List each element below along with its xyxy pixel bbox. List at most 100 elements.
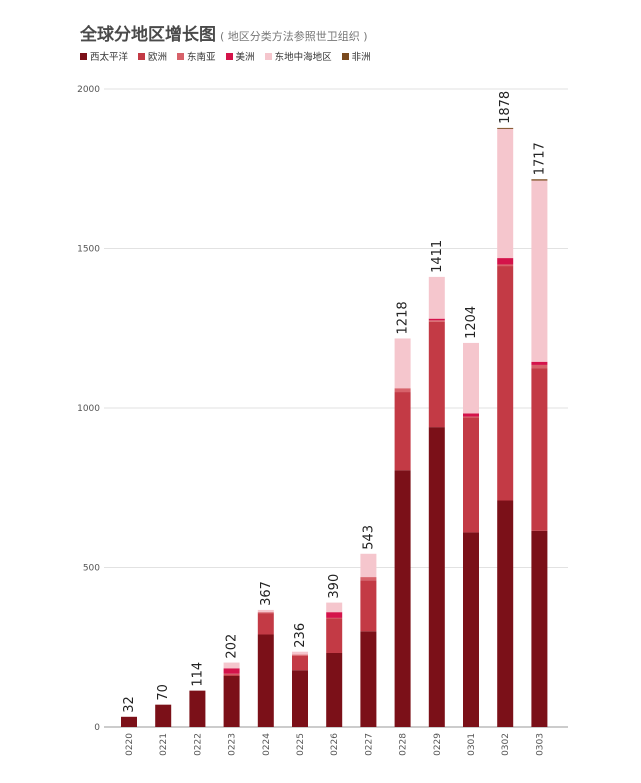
bar-segment — [463, 417, 479, 533]
bar-total-label: 390 — [327, 574, 342, 599]
bar-segment — [292, 651, 308, 655]
legend-label: 东地中海地区 — [274, 52, 332, 63]
x-tick-label: 0226 — [330, 733, 340, 756]
bar-segment — [292, 655, 308, 671]
bar-segment — [531, 368, 548, 531]
legend-item: 非洲 — [341, 49, 371, 63]
bar-total-label: 367 — [259, 581, 274, 606]
bar-segment — [428, 427, 445, 727]
legend-swatch — [264, 52, 272, 60]
x-tick-label: 0227 — [364, 733, 374, 756]
legend-item: 东南亚 — [177, 49, 216, 63]
bar-segment — [292, 654, 308, 656]
bar-total-label: 114 — [190, 662, 205, 687]
legend-label: 西太平洋 — [90, 52, 129, 63]
legend-item: 西太平洋 — [80, 49, 128, 63]
bar-segment — [292, 670, 308, 727]
bar-segment — [360, 631, 377, 727]
x-tick-label: 0223 — [228, 733, 238, 756]
legend-label: 东南亚 — [187, 52, 216, 63]
bar-segment — [531, 530, 548, 727]
bar-segment — [497, 266, 514, 501]
title-row: 全球分地区增长图 ( 地区分类方法参照世卫组织 ) — [80, 20, 368, 45]
bar-segment — [360, 553, 377, 578]
bar-segment — [360, 577, 377, 581]
bar-segment — [360, 580, 377, 632]
bar-total-label: 1717 — [532, 142, 547, 175]
bar-segment — [497, 258, 514, 265]
bar-total-label: 202 — [225, 634, 240, 659]
bar-segment — [394, 470, 411, 727]
bar-total-label: 1878 — [498, 91, 513, 124]
chart-title: 全球分地区增长图 — [80, 25, 216, 45]
bar-total-label: 236 — [293, 623, 308, 648]
bar-segment — [497, 127, 514, 129]
bar-segment — [531, 361, 548, 365]
bar-segment — [326, 617, 343, 619]
bar-segment — [497, 128, 514, 259]
y-tick-label: 500 — [83, 564, 100, 574]
x-tick-label: 0303 — [535, 733, 545, 756]
legend-item: 欧洲 — [138, 49, 167, 63]
bar-segment — [428, 321, 445, 428]
bar-total-label: 32 — [122, 696, 137, 713]
bar-segment — [223, 674, 240, 676]
x-tick-label: 0302 — [501, 733, 511, 756]
bar-segment — [326, 652, 343, 727]
y-tick-label: 1500 — [77, 245, 100, 255]
bar-total-label: 70 — [156, 684, 171, 701]
x-tick-label: 0225 — [296, 733, 306, 756]
x-tick-label: 0301 — [467, 733, 477, 756]
bar-segment — [223, 673, 240, 675]
bar-segment — [121, 716, 137, 727]
x-tick-label: 0224 — [262, 733, 272, 756]
bar-segment — [257, 634, 274, 727]
legend-swatch — [225, 52, 233, 60]
bar-segment — [223, 668, 240, 674]
bar-total-label: 1411 — [430, 240, 445, 273]
x-tick-label: 0220 — [125, 733, 135, 756]
bar-segment — [497, 264, 514, 267]
bar-segment — [257, 609, 274, 613]
bar-total-label: 1218 — [396, 301, 411, 334]
bar-segment — [463, 413, 479, 417]
legend-label: 非洲 — [351, 52, 371, 63]
bar-total-label: 543 — [361, 525, 376, 550]
bar-segment — [326, 618, 343, 653]
bar-segment — [394, 338, 411, 389]
bar-segment — [428, 318, 445, 321]
bar-segment — [394, 388, 411, 393]
legend-swatch — [80, 52, 87, 60]
bar-segment — [394, 392, 411, 471]
bar-segment — [531, 179, 548, 181]
bar-segment — [463, 532, 479, 727]
bar-segment — [463, 416, 479, 418]
x-tick-label: 0228 — [399, 733, 409, 756]
bar-segment — [531, 180, 548, 362]
bar-segment — [155, 704, 172, 727]
bar-segment — [428, 320, 445, 322]
bar-segment — [326, 612, 343, 618]
y-tick-label: 1000 — [77, 404, 100, 414]
legend-label: 美洲 — [235, 52, 255, 63]
legend-item: 美洲 — [225, 49, 255, 63]
legend-item: 东地中海地区 — [264, 49, 332, 63]
bar-segment — [223, 675, 240, 727]
y-tick-label: 2000 — [77, 85, 100, 95]
bar-segment — [326, 602, 343, 613]
y-tick-label: 0 — [94, 723, 100, 733]
bar-segment — [257, 612, 274, 614]
legend-swatch — [177, 52, 185, 60]
bar-segment — [189, 690, 206, 727]
x-tick-label: 0229 — [433, 733, 443, 756]
legend-swatch — [138, 52, 146, 60]
bar-segment — [428, 276, 445, 319]
bar-segment — [223, 662, 240, 669]
bar-segment — [463, 342, 479, 414]
legend-label: 欧洲 — [148, 52, 168, 63]
bar-segment — [257, 613, 274, 635]
legend-swatch — [341, 52, 349, 60]
bar-segment — [531, 364, 548, 369]
x-tick-label: 0222 — [193, 733, 203, 756]
